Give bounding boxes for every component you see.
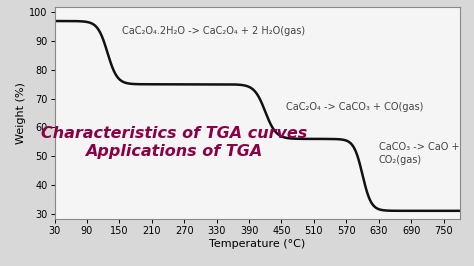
Text: Characteristics of TGA curves
Applications of TGA: Characteristics of TGA curves Applicatio… (41, 126, 307, 159)
Text: CaCO₃ -> CaO +
CO₂(gas): CaCO₃ -> CaO + CO₂(gas) (379, 142, 459, 164)
X-axis label: Temperature (°C): Temperature (°C) (209, 239, 305, 249)
Text: CaC₂O₄ -> CaCO₃ + CO(gas): CaC₂O₄ -> CaCO₃ + CO(gas) (286, 102, 423, 112)
Y-axis label: Weight (%): Weight (%) (17, 82, 27, 144)
Text: CaC₂O₄.2H₂O -> CaC₂O₄ + 2 H₂O(gas): CaC₂O₄.2H₂O -> CaC₂O₄ + 2 H₂O(gas) (122, 26, 305, 36)
